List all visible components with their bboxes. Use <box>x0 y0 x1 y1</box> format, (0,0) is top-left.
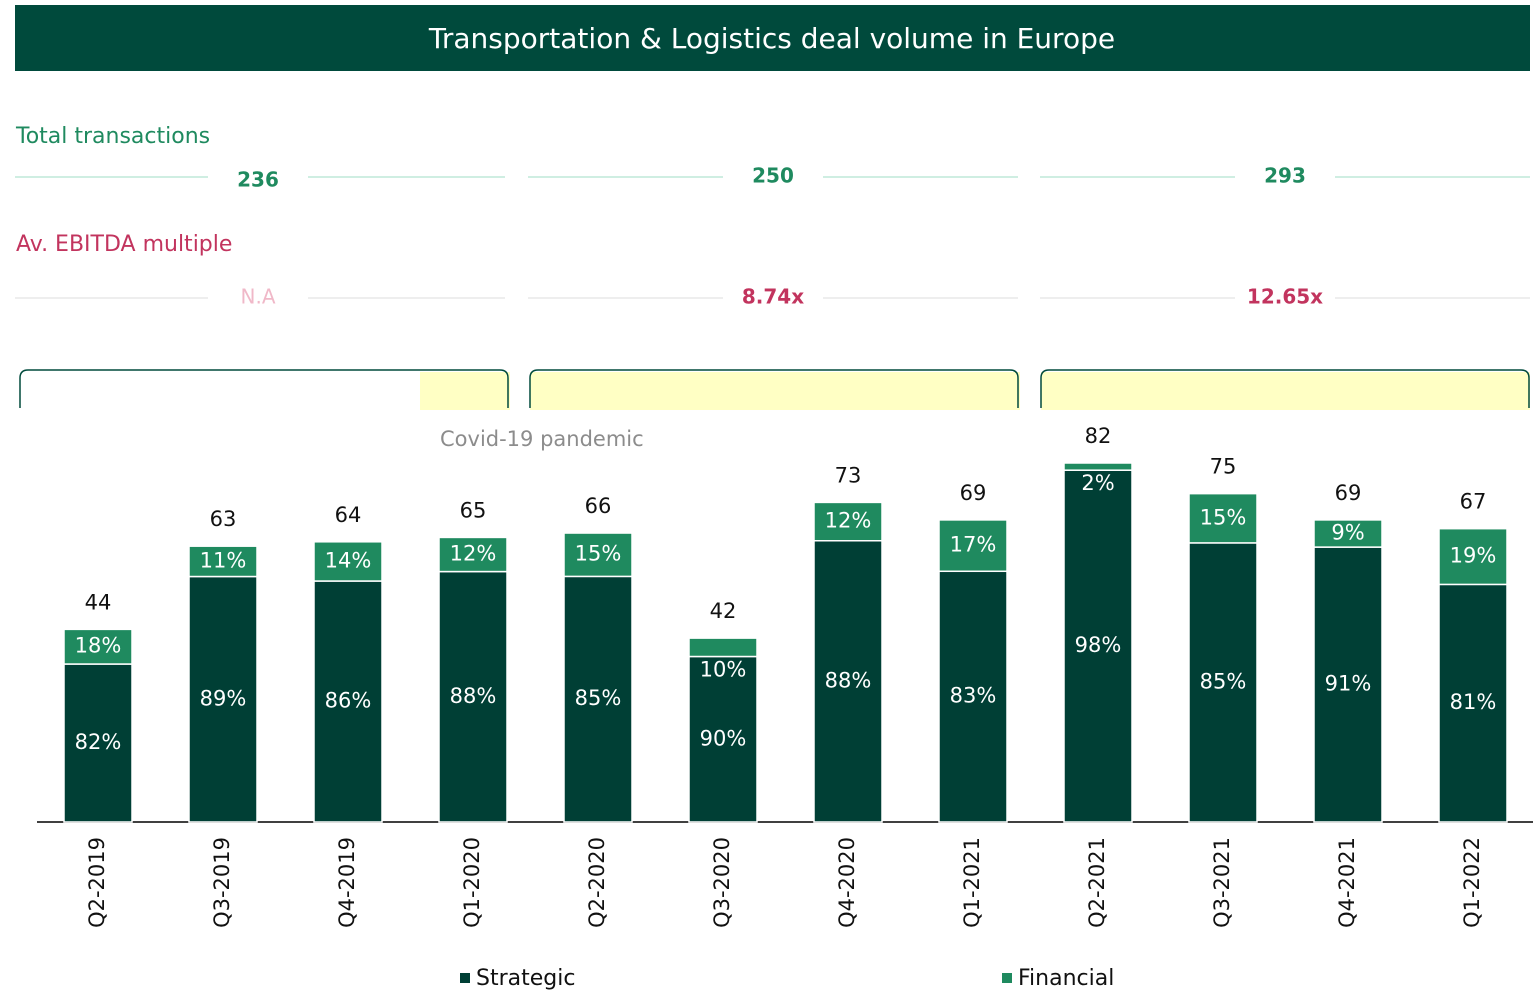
total-label: 66 <box>585 494 612 518</box>
ebitda-label: Av. EBITDA multiple <box>16 232 232 257</box>
financial-label: 14% <box>325 548 372 572</box>
transactions-label: Total transactions <box>15 124 210 149</box>
financial-label: 2% <box>1081 471 1114 495</box>
header-band <box>15 5 1530 71</box>
ebitda-value: 8.74x <box>742 285 804 309</box>
covid-highlight <box>530 372 1020 410</box>
strategic-label: 89% <box>200 686 247 710</box>
strategic-label: 85% <box>1200 669 1247 693</box>
bar-segment <box>1063 469 1133 823</box>
transaction-count: 250 <box>752 164 794 188</box>
strategic-label: 86% <box>325 689 372 713</box>
bar-segment <box>813 540 883 823</box>
legend-swatch <box>1002 973 1012 983</box>
bar-segment <box>1188 492 1258 544</box>
total-label: 69 <box>1335 481 1362 505</box>
strategic-label: 88% <box>450 684 497 708</box>
x-tick-label: Q4-2021 <box>1335 837 1359 928</box>
x-tick-label: Q1-2021 <box>960 837 984 928</box>
ebitda-value: N.A <box>241 285 276 309</box>
bar-segment <box>688 637 758 658</box>
bar-segment <box>438 536 508 573</box>
total-label: 69 <box>960 481 987 505</box>
financial-label: 12% <box>825 509 872 533</box>
bar-segment <box>563 575 633 823</box>
x-tick-label: Q2-2020 <box>585 837 609 928</box>
covid-highlight <box>420 372 510 410</box>
strategic-label: 91% <box>1325 672 1372 696</box>
legend-swatch <box>460 973 470 983</box>
bar-segment <box>188 575 258 823</box>
total-label: 67 <box>1460 490 1487 514</box>
bar-segment <box>188 545 258 578</box>
total-label: 44 <box>85 590 112 614</box>
x-tick-label: Q2-2019 <box>85 837 109 928</box>
transaction-count: 293 <box>1264 164 1306 188</box>
total-label: 75 <box>1210 455 1237 479</box>
transaction-count: 236 <box>237 168 279 192</box>
x-tick-label: Q3-2019 <box>210 837 234 928</box>
bar-segment <box>63 628 133 665</box>
bar-segment <box>563 532 633 578</box>
covid-highlight <box>1041 372 1530 410</box>
bar-segment <box>813 501 883 542</box>
strategic-label: 81% <box>1450 690 1497 714</box>
strategic-label: 98% <box>1075 633 1122 657</box>
ebitda-value: 12.65x <box>1247 285 1323 309</box>
bar-segment <box>688 655 758 823</box>
total-label: 63 <box>210 507 237 531</box>
strategic-label: 90% <box>700 726 747 750</box>
x-tick-label: Q4-2019 <box>335 837 359 928</box>
bracket <box>529 369 1019 408</box>
financial-label: 18% <box>75 634 122 658</box>
financial-label: 9% <box>1331 521 1364 545</box>
bar-segment <box>1063 462 1133 471</box>
x-tick-label: Q1-2020 <box>460 837 484 928</box>
title: Transportation & Logistics deal volume i… <box>428 22 1115 55</box>
bar-segment <box>1313 546 1383 823</box>
total-label: 82 <box>1085 424 1112 448</box>
bar-segment <box>1188 542 1258 823</box>
bar-segment <box>1313 519 1383 548</box>
bar-segment <box>313 541 383 582</box>
strategic-label: 85% <box>575 686 622 710</box>
bar-segment <box>938 519 1008 573</box>
strategic-label: 82% <box>75 730 122 754</box>
x-tick-label: Q4-2020 <box>835 837 859 928</box>
legend-label: Strategic <box>476 966 575 991</box>
total-label: 42 <box>710 599 737 623</box>
legend-label: Financial <box>1018 966 1114 991</box>
total-label: 64 <box>335 503 362 527</box>
financial-label: 19% <box>1450 544 1497 568</box>
financial-label: 11% <box>200 548 247 572</box>
x-tick-label: Q3-2020 <box>710 837 734 928</box>
financial-label: 15% <box>575 542 622 566</box>
bar-segment <box>313 580 383 823</box>
total-label: 73 <box>835 463 862 487</box>
x-tick-label: Q1-2022 <box>1460 837 1484 928</box>
financial-label: 10% <box>700 658 747 682</box>
financial-label: 12% <box>450 542 497 566</box>
bar-segment <box>1438 527 1508 586</box>
financial-label: 15% <box>1200 505 1247 529</box>
total-label: 65 <box>460 498 487 522</box>
x-tick-label: Q2-2021 <box>1085 837 1109 928</box>
bar-segment <box>938 570 1008 823</box>
bar-segment <box>438 570 508 823</box>
strategic-label: 88% <box>825 668 872 692</box>
annotation: Covid-19 pandemic <box>440 427 644 451</box>
strategic-label: 83% <box>950 684 997 708</box>
x-tick-label: Q3-2021 <box>1210 837 1234 928</box>
financial-label: 17% <box>950 533 997 557</box>
bracket <box>1040 369 1530 408</box>
bracket <box>19 369 509 408</box>
